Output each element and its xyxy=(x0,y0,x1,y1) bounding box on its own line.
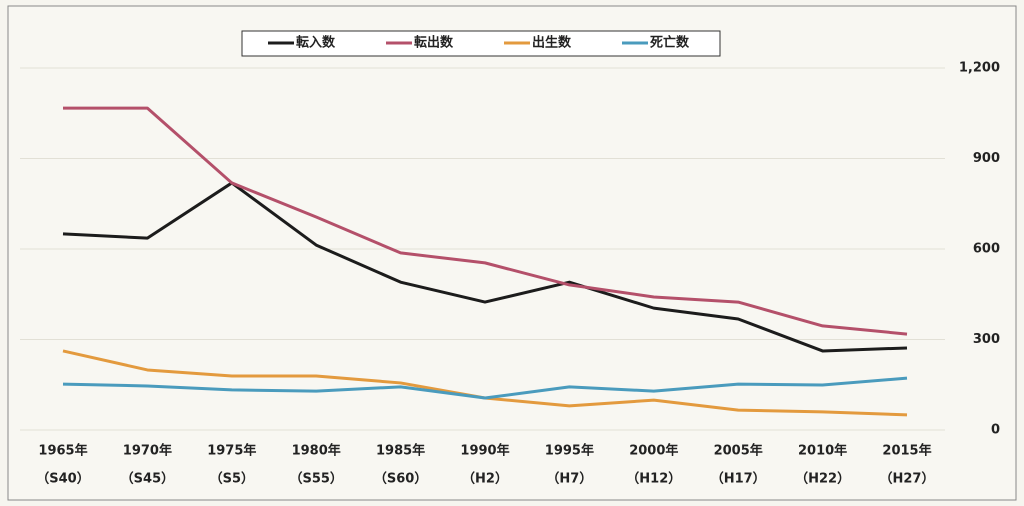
series-line xyxy=(62,376,908,400)
x-tick-sublabel: （H2） xyxy=(462,471,508,487)
x-tick-label: 2000年 xyxy=(629,443,678,459)
x-tick-label: 1980年 xyxy=(292,443,341,459)
x-tick-sublabel: （S45） xyxy=(121,471,174,487)
y-tick-label: 1,200 xyxy=(959,61,1000,76)
x-tick-label: 1985年 xyxy=(376,443,425,459)
y-tick-label: 600 xyxy=(973,242,1000,257)
legend-label: 死亡数 xyxy=(650,35,690,51)
x-tick-sublabel: （H12） xyxy=(626,471,681,487)
x-tick-label: 1995年 xyxy=(545,443,594,459)
legend-label: 転入数 xyxy=(296,35,336,51)
x-tick-sublabel: （S55） xyxy=(289,471,342,487)
legend-label: 出生数 xyxy=(532,35,572,51)
x-tick-label: 1975年 xyxy=(207,443,256,459)
x-tick-label: 2005年 xyxy=(714,443,763,459)
x-tick-sublabel: （H17） xyxy=(711,471,766,487)
x-tick-sublabel: （H27） xyxy=(880,471,935,487)
x-tick-label: 2015年 xyxy=(882,443,931,459)
x-tick-label: 1990年 xyxy=(460,443,509,459)
x-tick-sublabel: （H7） xyxy=(546,471,592,487)
chart-frame xyxy=(7,5,1017,501)
x-tick-label: 1970年 xyxy=(123,443,172,459)
x-tick-label: 1965年 xyxy=(38,443,87,459)
series-line xyxy=(63,106,908,336)
x-tick-sublabel: （H22） xyxy=(795,471,850,487)
y-tick-label: 0 xyxy=(991,423,1000,438)
y-tick-label: 900 xyxy=(973,151,1000,166)
x-tick-sublabel: （S5） xyxy=(210,471,254,487)
legend-label: 転出数 xyxy=(414,35,454,51)
x-tick-sublabel: （S60） xyxy=(374,471,427,487)
y-tick-label: 300 xyxy=(973,332,1000,347)
series-line xyxy=(62,181,908,353)
x-tick-label: 2010年 xyxy=(798,443,847,459)
x-tick-sublabel: （S40） xyxy=(36,471,89,487)
